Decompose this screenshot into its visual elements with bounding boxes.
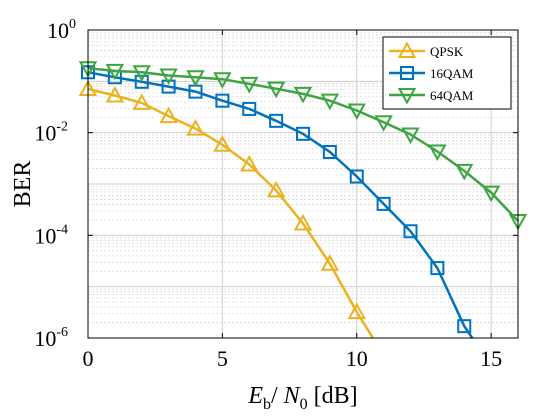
y-tick-base: 10 [34,121,56,146]
series-line-64qam [87,66,519,222]
x-tick-label: 15 [480,346,502,371]
x-tick-label: 10 [346,346,368,371]
data-point-64qam [240,76,259,94]
y-tick-base: 10 [34,223,56,248]
legend-entry-64qam: 64QAM [389,88,474,105]
data-point-16qam [269,113,284,128]
data-point-64qam [213,72,232,89]
y-tick-label: 10-6 [34,325,68,351]
data-point-16qam [296,126,310,141]
series-line-16qam [87,71,474,339]
data-point-qpsk [186,119,205,136]
x-axis-label: Eb/ N0 [dB] [247,383,357,413]
data-point-16qam [134,74,149,89]
data-point-64qam [266,81,286,99]
y-tick-exponent: -4 [56,222,68,237]
data-point-qpsk [266,180,286,198]
series-16qam [81,65,474,339]
data-point-64qam [186,70,205,87]
y-axis-label: BER [10,161,36,208]
x-tick-label: 5 [217,346,228,371]
data-point-16qam [403,224,418,239]
data-point-16qam [457,319,472,334]
data-point-qpsk [320,254,340,271]
x-label-sub-0: 0 [300,396,308,413]
legend-entry-qpsk: QPSK [389,41,464,59]
legend: QPSK 16QAM 64QAM [382,36,512,110]
data-point-qpsk [105,85,125,103]
legend-label-64qam: 64QAM [430,88,474,103]
y-tick-exponent: 0 [69,17,76,32]
data-point-64qam [455,163,474,181]
legend-entry-16qam: 16QAM [389,66,474,81]
legend-marker-64qam [397,88,417,105]
data-point-64qam [132,65,151,82]
data-point-16qam [242,101,257,116]
data-point-16qam [376,196,391,211]
x-label-unit: [dB] [314,383,358,409]
y-tick-exponent: -6 [56,325,68,340]
y-tick-label: 10-2 [34,120,68,146]
y-tick-exponent: -2 [56,120,68,135]
data-point-qpsk [132,93,151,110]
data-point-64qam [401,127,420,145]
data-point-16qam [161,79,176,94]
data-point-64qam [481,185,501,203]
data-point-qpsk [159,106,178,124]
legend-label-qpsk: QPSK [430,44,464,59]
x-tick-label: 0 [83,346,94,371]
y-tick-label: 100 [47,17,76,43]
y-tick-base: 10 [47,18,69,43]
x-label-n: N [283,383,302,409]
axes-box [87,29,519,339]
legend-marker-16qam [400,66,414,80]
series-64qam [78,61,528,231]
data-point-qpsk [213,135,232,152]
data-point-64qam [374,115,393,132]
data-point-16qam [215,93,230,108]
data-point-qpsk [347,302,366,320]
x-label-separator: / [271,383,284,409]
y-tick-base: 10 [34,326,56,351]
data-point-64qam [159,68,178,86]
data-point-qpsk [293,213,313,231]
y-tick-label: 10-4 [34,222,68,248]
data-point-qpsk [240,154,259,172]
legend-marker-qpsk [397,41,417,58]
data-point-64qam [428,144,447,162]
x-label-sub-b: b [263,396,271,413]
data-point-16qam [430,261,445,276]
data-point-64qam [293,86,313,104]
data-point-64qam [105,63,125,81]
legend-label-16qam: 16QAM [430,66,474,81]
data-point-16qam [322,145,337,160]
data-point-64qam [320,93,340,111]
data-point-16qam [349,169,364,184]
x-label-e: E [247,383,263,409]
data-point-64qam [347,103,366,121]
